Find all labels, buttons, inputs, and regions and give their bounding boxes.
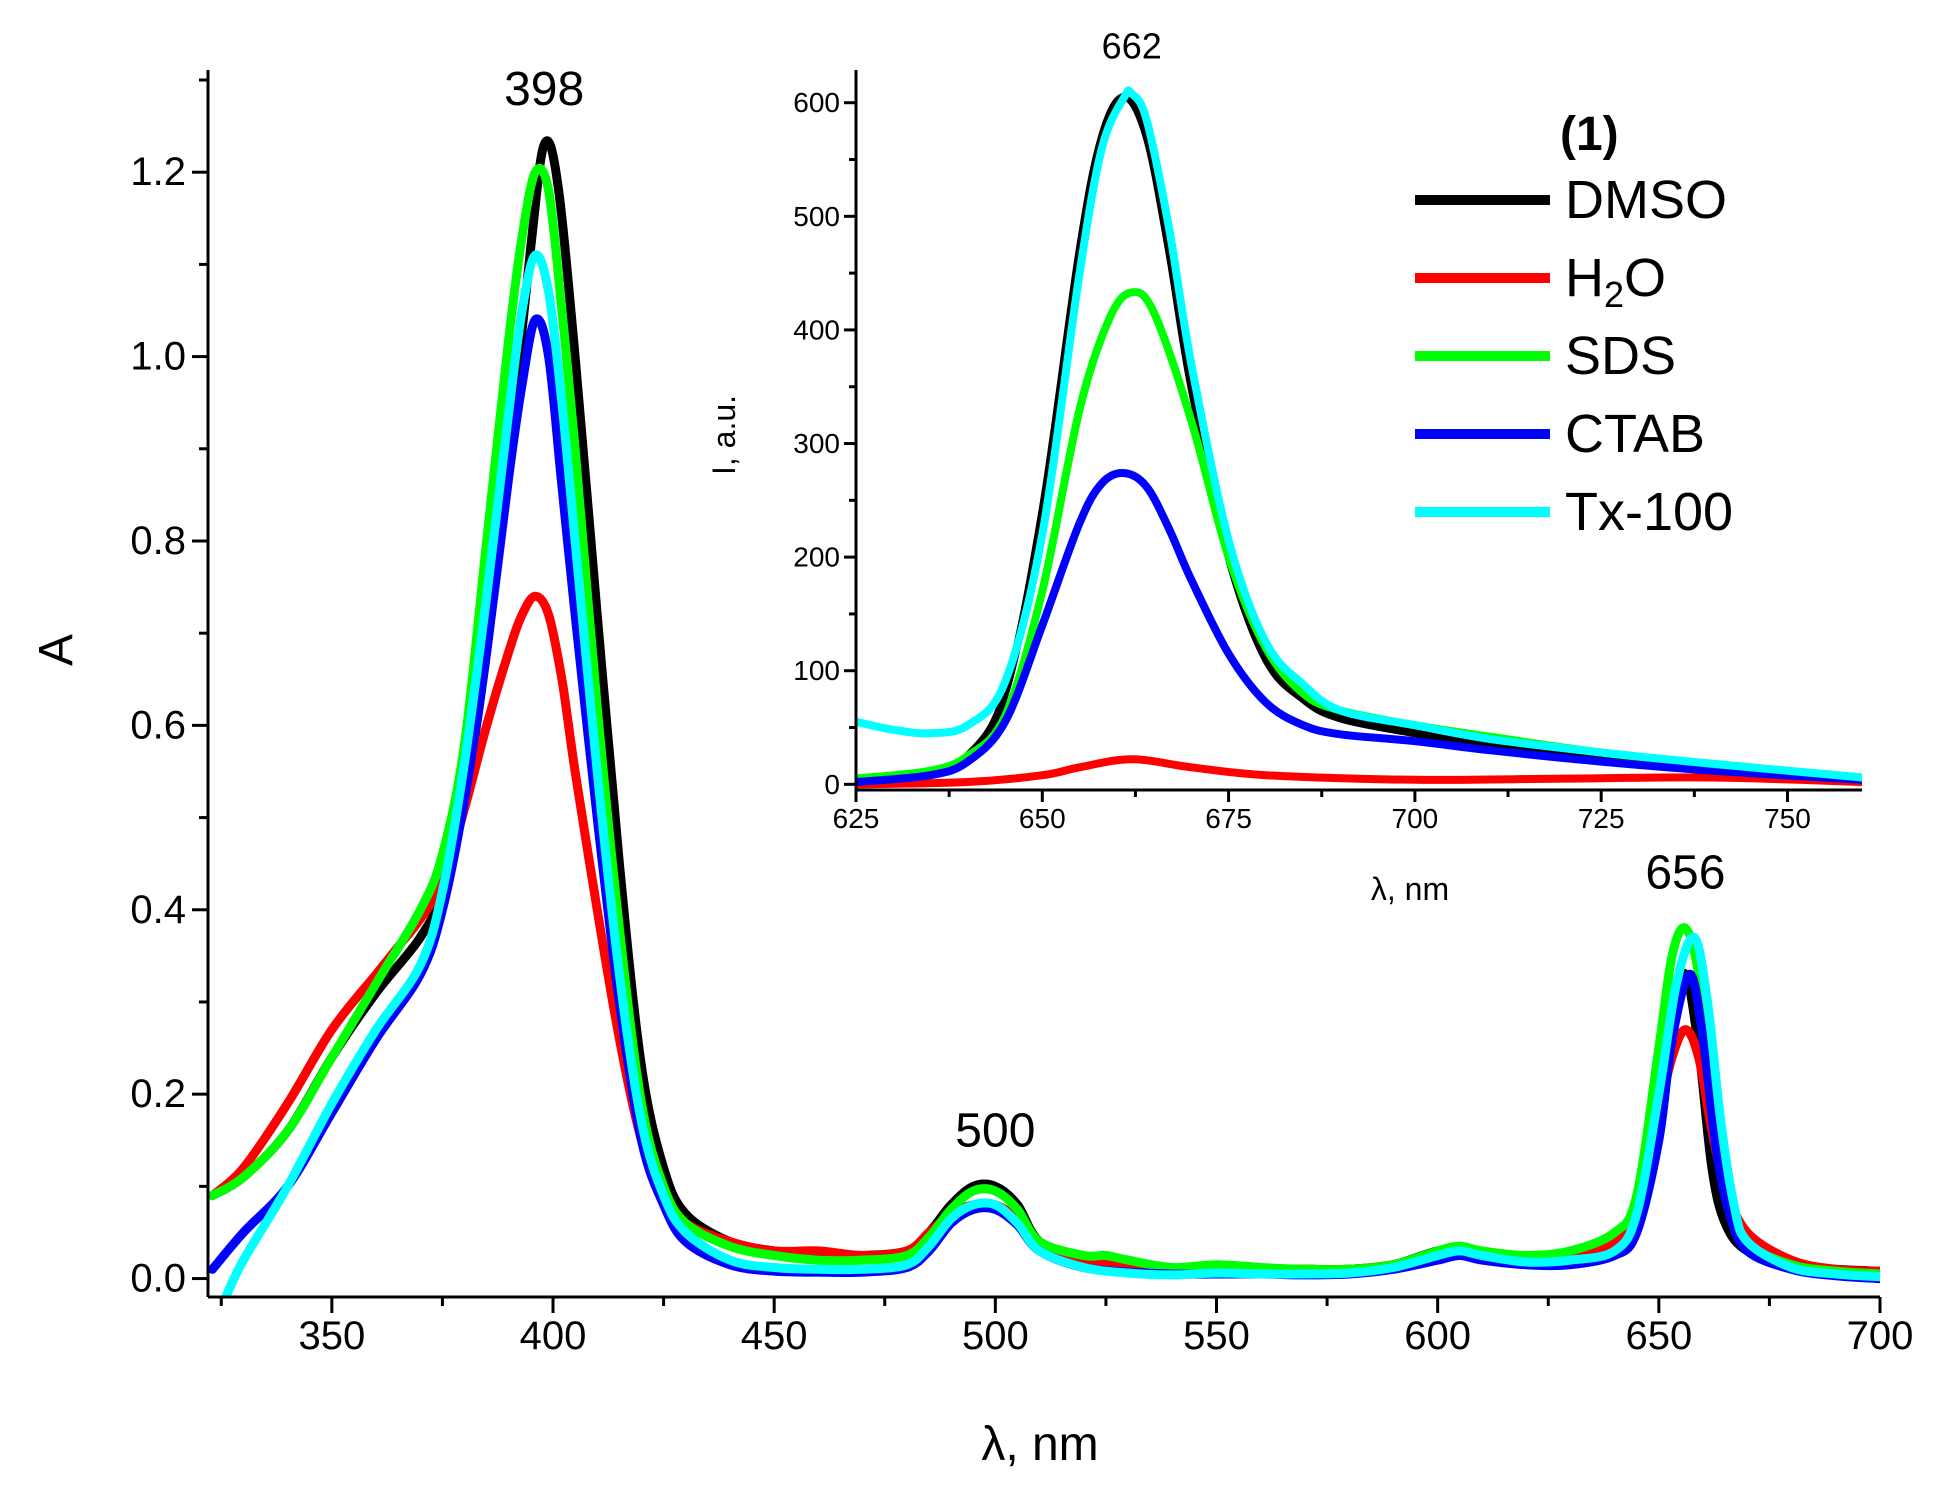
legend-label-tx-100: Tx-100 <box>1565 482 1733 542</box>
main-y-tick-label: 1.2 <box>130 150 186 194</box>
main-series-sds <box>208 164 1880 1279</box>
main-peak-label: 500 <box>955 1105 1035 1158</box>
main-axes: 350 400 450 500 550 600 650 700 0.0 0.2 0.4 0.6 0.8 1… <box>130 70 1913 1358</box>
main-x-axis-title: λ, nm <box>981 1418 1098 1471</box>
legend-label-ctab: CTAB <box>1565 404 1705 464</box>
inset-axes: 625 650 675 700 725 750 0 100 200 300 400 500 600 <box>793 70 1862 834</box>
inset-x-tick-label: 700 <box>1392 803 1439 834</box>
legend-label-tail: O <box>1624 248 1666 308</box>
main-x-tick-label: 550 <box>1183 1314 1250 1358</box>
main-y-tick-label: 0.4 <box>130 888 186 932</box>
inset-annotations: 662 <box>1102 26 1162 67</box>
legend-items: DMSO H2O SDS CTAB Tx-100 <box>1415 170 1733 542</box>
main-y-axis-title: A <box>30 634 83 666</box>
main-peak-label: 656 <box>1645 847 1725 900</box>
main-y-tick-label: 0.2 <box>130 1072 186 1116</box>
inset-series-h2o <box>856 755 1862 789</box>
inset-x-tick-label: 650 <box>1019 803 1066 834</box>
inset-y-tick-label: 100 <box>793 655 840 686</box>
main-x-tick-label: 600 <box>1404 1314 1471 1358</box>
main-chart: 350 400 450 500 550 600 650 700 0.0 0.2 0.4 0.6 0.8 1… <box>30 63 1913 1471</box>
legend-label-sds: SDS <box>1565 326 1676 386</box>
main-x-tick-label: 400 <box>520 1314 587 1358</box>
inset-x-tick-label: 625 <box>833 803 880 834</box>
inset-x-tick-label: 675 <box>1205 803 1252 834</box>
inset-series-ctab <box>856 469 1862 786</box>
inset-y-axis-title: I, a.u. <box>706 395 742 475</box>
main-y-tick-label: 1.0 <box>130 335 186 379</box>
inset-x-axis-title: λ, nm <box>1371 871 1449 907</box>
inset-series-tx-100 <box>856 86 1862 782</box>
inset-y-tick-label: 200 <box>793 542 840 573</box>
main-x-tick-label: 650 <box>1625 1314 1692 1358</box>
legend-label-h2o: H2O <box>1565 248 1666 315</box>
legend-label-subscript: 2 <box>1604 274 1624 315</box>
main-x-tick-label: 450 <box>741 1314 808 1358</box>
inset-x-tick-label: 750 <box>1764 803 1811 834</box>
inset-y-tick-label: 300 <box>793 428 840 459</box>
main-x-tick-label: 500 <box>962 1314 1029 1358</box>
main-x-tick-label: 700 <box>1847 1314 1914 1358</box>
inset-chart: 625 650 675 700 725 750 0 100 200 300 400 500 600 λ,… <box>706 26 1867 907</box>
main-y-tick-label: 0.8 <box>130 519 186 563</box>
inset-x-tick-label: 725 <box>1578 803 1625 834</box>
main-annotations: 398 500 656 <box>504 63 1725 1158</box>
inset-series-group <box>856 86 1862 789</box>
main-y-tick-label: 0.0 <box>130 1257 186 1301</box>
inset-y-tick-label: 0 <box>824 769 840 800</box>
main-peak-label: 398 <box>504 63 584 116</box>
inset-y-tick-label: 400 <box>793 314 840 345</box>
inset-peak-label: 662 <box>1102 26 1162 67</box>
inset-y-tick-label: 600 <box>793 87 840 118</box>
inset-y-tick-label: 500 <box>793 201 840 232</box>
main-series-group <box>208 136 1880 1297</box>
legend-label-base: H <box>1565 248 1604 308</box>
legend: (1) DMSO H2O SDS CTAB Tx-100 <box>1415 108 1733 542</box>
main-series-tx-100 <box>221 250 1880 1297</box>
legend-title: (1) <box>1560 108 1619 161</box>
legend-label-dmso: DMSO <box>1565 170 1727 230</box>
main-y-tick-label: 0.6 <box>130 703 186 747</box>
main-x-tick-label: 350 <box>298 1314 365 1358</box>
